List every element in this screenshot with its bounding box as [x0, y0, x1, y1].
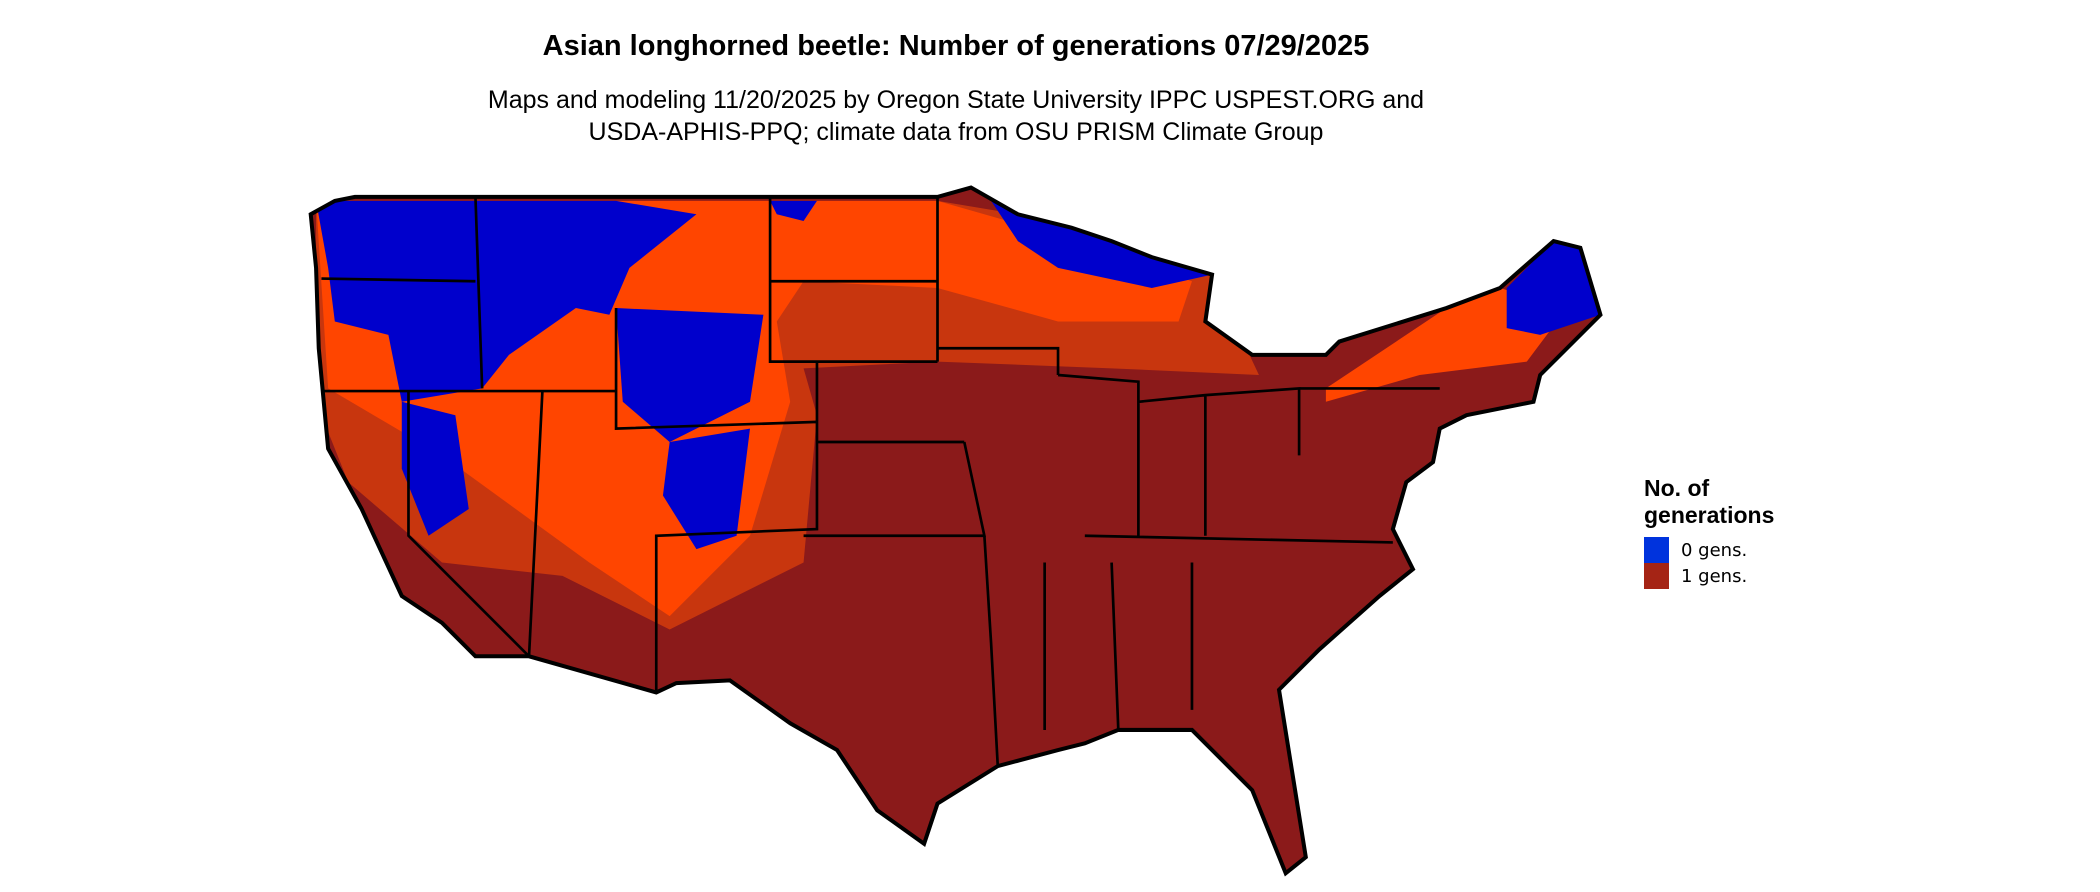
legend-item-0-gens: 0 gens. — [1644, 537, 1774, 563]
sierra-zero-generation-area — [401, 401, 469, 536]
legend-label: 0 gens. — [1681, 539, 1748, 561]
legend-swatch-red — [1644, 563, 1669, 589]
wyoming-zero-generation-area — [616, 308, 764, 442]
legend: No. of generations 0 gens. 1 gens. — [1644, 475, 1774, 589]
state-borders — [321, 196, 1440, 767]
maine-zero-generation-area — [1506, 241, 1601, 335]
colorado-zero-generation-area — [662, 428, 750, 550]
minnesota-zero-generation-area — [770, 200, 817, 221]
northwest-zero-generation-area — [316, 200, 697, 402]
subtitle-line-2: USDA-APHIS-PPQ; climate data from OSU PR… — [588, 118, 1324, 146]
map-subtitle: Maps and modeling 11/20/2025 by Oregon S… — [0, 84, 1912, 148]
map-title: Asian longhorned beetle: Number of gener… — [542, 30, 1370, 62]
legend-item-1-gens: 1 gens. — [1644, 563, 1774, 589]
legend-title-line-1: No. of — [1644, 475, 1710, 501]
legend-label: 1 gens. — [1681, 565, 1748, 587]
legend-swatch-blue — [1644, 537, 1669, 563]
legend-title-line-2: generations — [1644, 502, 1775, 528]
subtitle-line-1: Maps and modeling 11/20/2025 by Oregon S… — [487, 86, 1425, 114]
